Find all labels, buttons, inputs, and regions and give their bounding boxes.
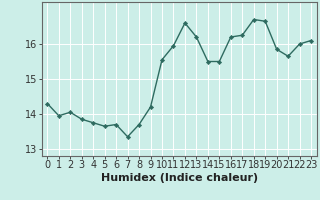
X-axis label: Humidex (Indice chaleur): Humidex (Indice chaleur) (100, 173, 258, 183)
